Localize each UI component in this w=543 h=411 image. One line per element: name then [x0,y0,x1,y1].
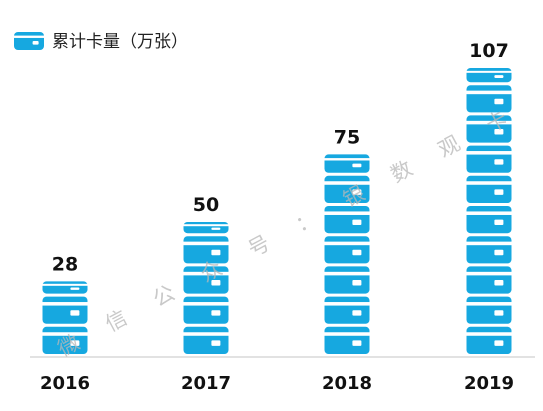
x-tick-label-2017: 2017 [181,373,231,394]
watermark-char: 观 [434,131,464,162]
bar-card-tile [183,326,229,354]
bank-card-icon [14,32,44,50]
data-label-2019: 107 [469,40,509,62]
bar-card-tile [42,296,88,324]
bar-card-tile [324,266,370,294]
bar-2018 [324,154,370,354]
bar-card-tile [183,266,229,294]
bar-card-tile [183,296,229,324]
watermark-char: 号 [244,231,274,262]
bar-card-tile [324,154,370,173]
bar-card-tile [324,326,370,354]
x-axis-tick-labels: 2016 2017 2018 2019 [40,373,514,394]
bar-2019 [466,68,512,354]
x-tick-label-2018: 2018 [322,373,372,394]
value-labels: 28 50 75 107 [52,40,509,275]
bar-card-tile [42,326,88,354]
bar-card-tile [466,266,512,294]
bar-card-tile [466,175,512,203]
bar-card-tile [324,296,370,324]
legend: 累计卡量（万张） [14,32,188,52]
data-label-2016: 28 [52,253,78,275]
data-label-2017: 50 [193,194,219,216]
bar-card-tile [183,221,229,234]
legend-label: 累计卡量（万张） [52,32,188,52]
bar-card-tile [42,281,88,294]
bar-card-tile [466,85,512,113]
bar-2017 [183,221,229,354]
bar-card-tile [466,115,512,143]
data-label-2018: 75 [334,126,360,148]
watermark-char: 公 [149,281,179,312]
bar-card-tile [324,236,370,264]
watermark-char: 信 [101,305,131,336]
bar-card-tile [466,145,512,173]
bar-card-tile [466,236,512,264]
bar-card-tile [324,175,370,203]
bar-card-tile [183,236,229,264]
legend-card-shape [14,32,44,50]
x-tick-label-2019: 2019 [464,373,514,394]
watermark-char: 数 [387,156,417,187]
bar-card-tile [466,296,512,324]
watermark-char: ： [292,206,322,237]
x-tick-label-2016: 2016 [40,373,90,394]
bar-card-tile [466,326,512,354]
bar-card-tile [466,206,512,234]
bars [42,68,512,354]
bar-2016 [42,281,88,354]
bar-card-tile [324,206,370,234]
bar-card-tile [466,68,512,83]
